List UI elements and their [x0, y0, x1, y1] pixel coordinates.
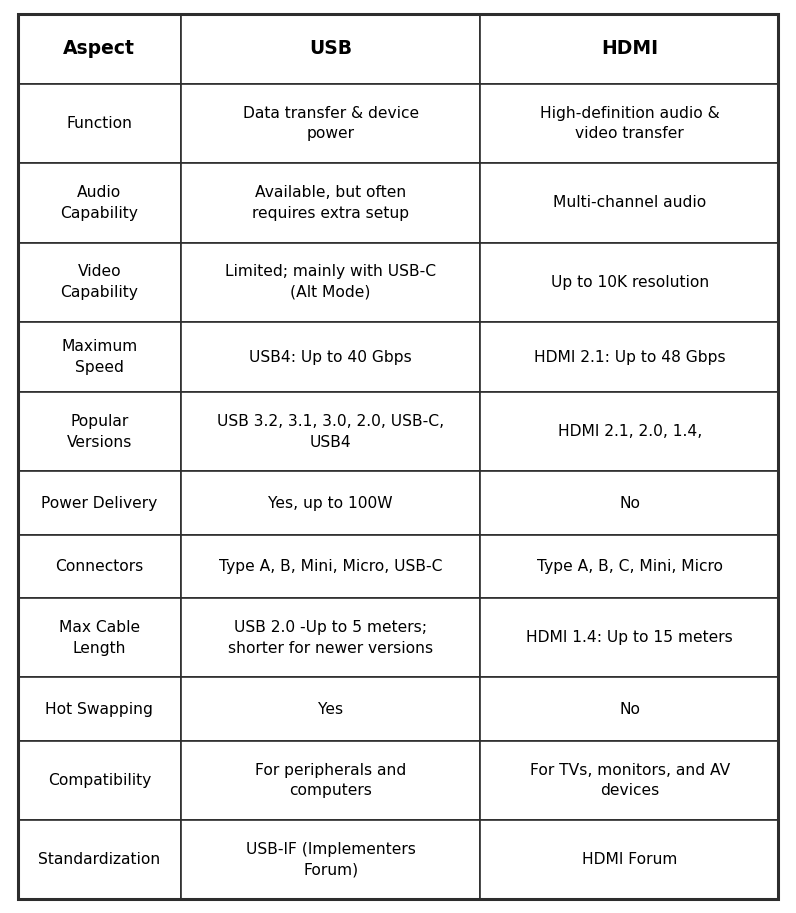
Text: Yes: Yes: [318, 702, 343, 717]
Bar: [480, 321, 779, 393]
Bar: [181, 84, 480, 163]
Bar: [480, 471, 779, 535]
Text: For peripherals and
computers: For peripherals and computers: [255, 762, 406, 798]
Text: Connectors: Connectors: [55, 559, 143, 574]
Text: Yes, up to 100W: Yes, up to 100W: [268, 496, 393, 510]
Bar: [181, 471, 480, 535]
Text: HDMI: HDMI: [601, 39, 658, 58]
Text: Compatibility: Compatibility: [48, 773, 151, 788]
Bar: [18, 535, 181, 598]
Text: Up to 10K resolution: Up to 10K resolution: [551, 275, 709, 289]
Bar: [480, 598, 779, 677]
Bar: [480, 535, 779, 598]
Text: HDMI 2.1, 2.0, 1.4,: HDMI 2.1, 2.0, 1.4,: [557, 425, 702, 439]
Text: Multi-channel audio: Multi-channel audio: [553, 195, 706, 211]
Text: Audio
Capability: Audio Capability: [60, 185, 139, 221]
Bar: [181, 393, 480, 471]
Text: Type A, B, Mini, Micro, USB-C: Type A, B, Mini, Micro, USB-C: [219, 559, 443, 574]
Text: Available, but often
requires extra setup: Available, but often requires extra setu…: [252, 185, 409, 221]
Bar: [18, 321, 181, 393]
Text: Limited; mainly with USB-C
(Alt Mode): Limited; mainly with USB-C (Alt Mode): [225, 265, 436, 299]
Bar: [18, 598, 181, 677]
Bar: [480, 677, 779, 740]
Bar: [480, 84, 779, 163]
Bar: [18, 820, 181, 899]
Text: Type A, B, C, Mini, Micro: Type A, B, C, Mini, Micro: [537, 559, 723, 574]
Bar: [480, 163, 779, 243]
Text: No: No: [619, 496, 640, 510]
Text: USB: USB: [309, 39, 352, 58]
Text: For TVs, monitors, and AV
devices: For TVs, monitors, and AV devices: [529, 762, 730, 798]
Text: Maximum
Speed: Maximum Speed: [61, 340, 138, 374]
Text: USB4: Up to 40 Gbps: USB4: Up to 40 Gbps: [249, 350, 412, 364]
Bar: [18, 677, 181, 740]
Text: HDMI 1.4: Up to 15 meters: HDMI 1.4: Up to 15 meters: [526, 630, 733, 645]
Bar: [18, 243, 181, 321]
Text: Popular
Versions: Popular Versions: [67, 415, 132, 449]
Bar: [181, 677, 480, 740]
Text: USB 3.2, 3.1, 3.0, 2.0, USB-C,
USB4: USB 3.2, 3.1, 3.0, 2.0, USB-C, USB4: [217, 415, 444, 449]
Text: High-definition audio &
video transfer: High-definition audio & video transfer: [540, 106, 720, 142]
Text: Max Cable
Length: Max Cable Length: [59, 620, 140, 656]
Text: Function: Function: [66, 116, 132, 131]
Text: Video
Capability: Video Capability: [60, 265, 139, 299]
Text: No: No: [619, 702, 640, 717]
Bar: [480, 740, 779, 820]
Bar: [181, 163, 480, 243]
Text: HDMI Forum: HDMI Forum: [582, 852, 677, 867]
Bar: [18, 163, 181, 243]
Text: USB 2.0 -Up to 5 meters;
shorter for newer versions: USB 2.0 -Up to 5 meters; shorter for new…: [228, 620, 433, 656]
Text: Hot Swapping: Hot Swapping: [45, 702, 154, 717]
Bar: [480, 243, 779, 321]
Bar: [480, 820, 779, 899]
Text: HDMI 2.1: Up to 48 Gbps: HDMI 2.1: Up to 48 Gbps: [534, 350, 725, 364]
Bar: [181, 535, 480, 598]
Text: USB-IF (Implementers
Forum): USB-IF (Implementers Forum): [246, 842, 416, 877]
Bar: [18, 393, 181, 471]
Bar: [18, 740, 181, 820]
Bar: [480, 393, 779, 471]
Text: Standardization: Standardization: [38, 852, 161, 867]
Text: Power Delivery: Power Delivery: [41, 496, 158, 510]
Bar: [18, 471, 181, 535]
Bar: [181, 14, 480, 84]
Bar: [181, 321, 480, 393]
Bar: [18, 14, 181, 84]
Bar: [181, 820, 480, 899]
Bar: [181, 740, 480, 820]
Bar: [181, 598, 480, 677]
Bar: [181, 243, 480, 321]
Text: Data transfer & device
power: Data transfer & device power: [243, 106, 419, 142]
Text: Aspect: Aspect: [64, 39, 135, 58]
Bar: [480, 14, 779, 84]
Bar: [18, 84, 181, 163]
